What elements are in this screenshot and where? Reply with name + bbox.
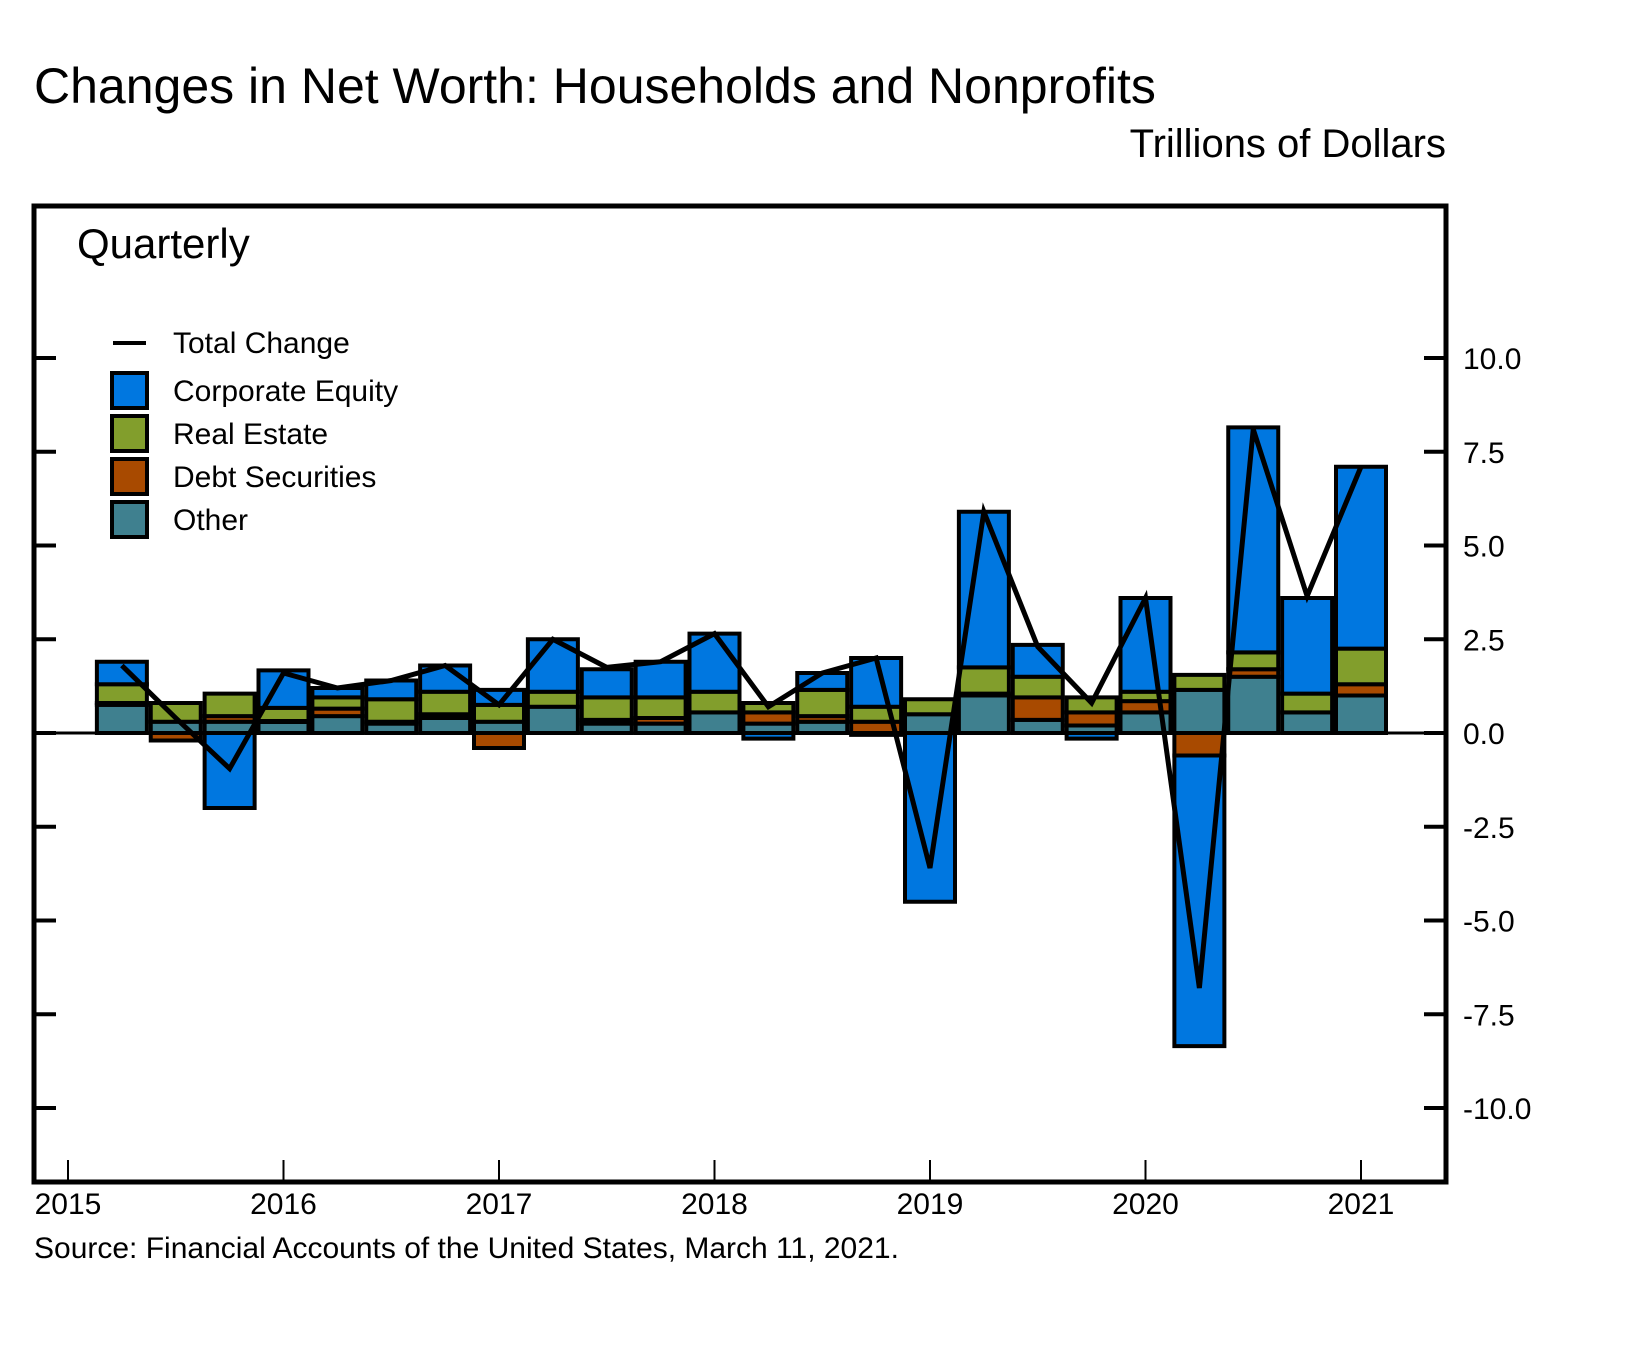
bar-segment-real-estate — [903, 697, 957, 717]
plot-frame — [31, 203, 1449, 1185]
bar-segment-debt-securities — [472, 731, 526, 750]
x-tick-label: 2019 — [897, 1188, 964, 1221]
bar-segment-other — [1172, 687, 1227, 735]
x-tick-label: 2017 — [466, 1188, 533, 1221]
x-tick-label: 2021 — [1328, 1188, 1395, 1221]
bar-segment-other — [956, 693, 1011, 735]
bar-segment-real-estate — [687, 689, 742, 715]
y-tick-label: -2.5 — [1463, 812, 1515, 845]
legend-label-real-estate: Real Estate — [173, 418, 328, 451]
legend-label-total-change: Total Change — [173, 327, 350, 360]
source-note: Source: Financial Accounts of the United… — [34, 1232, 899, 1265]
legend-swatch-real-estate — [110, 414, 149, 453]
bar-segment-other — [687, 710, 742, 735]
y-tick-label: 5.0 — [1463, 531, 1505, 564]
bar-segment-real-estate — [1010, 674, 1065, 700]
bar-segment-debt-securities — [1172, 731, 1227, 758]
y-tick-label: 2.5 — [1463, 624, 1505, 657]
bar-segment-real-estate — [418, 689, 473, 717]
y-tick-label: 0.0 — [1463, 718, 1505, 751]
y-tick-label: 7.5 — [1463, 437, 1505, 470]
legend-label-debt-securities: Debt Securities — [173, 461, 376, 494]
y-axis: 10.0 7.5 5.0 2.5 0.0 -2.5 -5.0 -7.5 -10.0 — [34, 343, 1531, 1126]
bar-segment-other — [903, 712, 957, 735]
bar-segment-corporate-equity — [579, 667, 634, 700]
x-tick-label: 2018 — [681, 1188, 748, 1221]
legend-swatch-corporate-equity — [110, 371, 149, 410]
bar-segment-other — [1334, 693, 1388, 735]
bar-segment-other — [94, 702, 149, 735]
legend-label-corporate-equity: Corporate Equity — [173, 375, 398, 408]
x-tick-label: 2015 — [35, 1188, 102, 1221]
x-tick-label: 2020 — [1112, 1188, 1179, 1221]
legend-swatch-other — [110, 500, 149, 539]
legend: Total Change Corporate Equity Real Estate… — [110, 327, 398, 539]
y-tick-label: 10.0 — [1463, 343, 1521, 376]
units-label: Trillions of Dollars — [1130, 122, 1446, 166]
bar-segment-real-estate — [1334, 646, 1388, 687]
legend-swatch-debt-securities — [110, 457, 149, 496]
bar-segment-real-estate — [202, 691, 257, 719]
bar-segment-real-estate — [1172, 672, 1227, 692]
y-tick-label: -10.0 — [1463, 1093, 1531, 1126]
bar-segment-corporate-equity — [956, 509, 1011, 670]
bar-segment-corporate-equity — [633, 659, 688, 700]
bar-segment-other — [1226, 674, 1281, 735]
bar-segment-real-estate — [956, 665, 1011, 696]
bar-segment-real-estate — [795, 687, 850, 719]
bar-segment-real-estate — [633, 695, 688, 720]
bar-segment-corporate-equity — [1334, 464, 1388, 651]
y-tick-label: -7.5 — [1463, 999, 1515, 1032]
bar-segment-other — [310, 714, 365, 735]
chart-title: Changes in Net Worth: Households and Non… — [34, 58, 1156, 114]
x-tick-label: 2016 — [250, 1188, 317, 1221]
bar-segment-real-estate — [1280, 691, 1335, 715]
panel-label: Quarterly — [77, 220, 250, 267]
bar-segment-real-estate — [364, 697, 419, 724]
bar-segment-real-estate — [579, 695, 634, 722]
total-change-line — [120, 428, 1364, 989]
bar-segment-other — [525, 704, 580, 735]
bar-segment-real-estate — [525, 689, 580, 709]
legend-label-other: Other — [173, 504, 248, 537]
bar-segment-real-estate — [94, 682, 149, 705]
y-tick-label: -5.0 — [1463, 906, 1515, 939]
bar-segment-other — [1280, 710, 1335, 735]
x-axis: 2015 2016 2017 2018 2019 2020 2021 — [35, 1160, 1395, 1221]
bar-segment-debt-securities — [1010, 695, 1065, 722]
bar-segment-corporate-equity — [1280, 596, 1335, 696]
bar-segment-corporate-equity — [849, 656, 904, 709]
bar-segment-real-estate — [1226, 650, 1281, 672]
bar-segment-other — [418, 716, 473, 735]
